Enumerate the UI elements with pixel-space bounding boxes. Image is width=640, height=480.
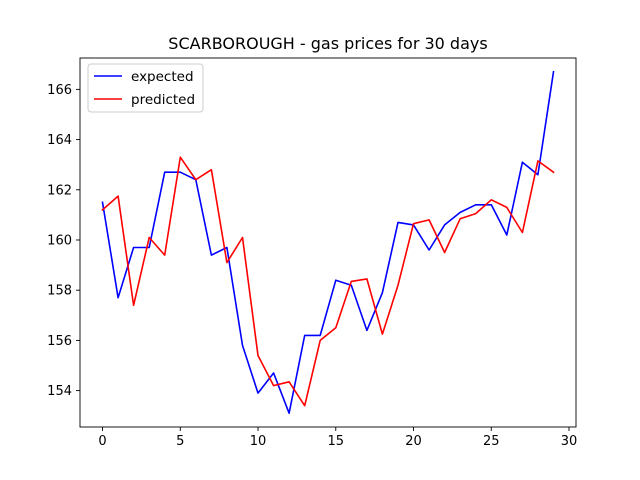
- plot-frame: [79, 57, 577, 428]
- y-tick-label: 158: [47, 284, 72, 299]
- y-tick-label: 164: [47, 133, 72, 148]
- chart-title: SCARBOROUGH - gas prices for 30 days: [168, 34, 487, 53]
- x-tick-label: 30: [561, 434, 578, 449]
- plot-area: 0 5 10 15 20 25 30 154 156 158 160 162 164 166: [47, 57, 578, 449]
- x-tick-label: 20: [405, 434, 422, 449]
- x-tick-label: 25: [483, 434, 500, 449]
- y-tick-label: 162: [47, 183, 72, 198]
- legend: expected predicted: [87, 63, 204, 113]
- y-tick-label: 160: [47, 233, 72, 248]
- x-tick-label: 5: [176, 434, 184, 449]
- x-tick-label: 15: [328, 434, 345, 449]
- series-line-predicted: [101, 156, 555, 407]
- x-tick-label: 0: [98, 434, 106, 449]
- y-tick-label: 154: [47, 384, 72, 399]
- series-line-expected: [101, 70, 555, 415]
- x-tick-label: 10: [250, 434, 267, 449]
- y-tick-label: 156: [47, 334, 72, 349]
- y-tick-label: 166: [47, 83, 72, 98]
- legend-label-expected: expected: [131, 69, 194, 85]
- legend-label-predicted: predicted: [131, 92, 195, 108]
